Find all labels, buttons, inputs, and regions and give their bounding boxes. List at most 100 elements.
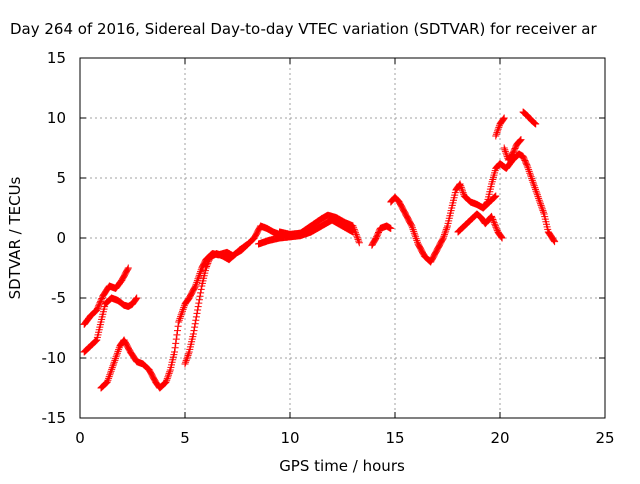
data-point — [243, 241, 251, 249]
data-point — [197, 266, 205, 274]
data-point — [439, 234, 447, 242]
data-point — [524, 164, 532, 172]
data-point — [204, 259, 212, 267]
data-point — [177, 313, 185, 321]
data-point — [244, 240, 252, 248]
data-point — [112, 355, 119, 363]
data-point — [353, 234, 361, 242]
data-point — [528, 176, 536, 184]
data-point — [175, 316, 183, 324]
y-tick-label: 5 — [56, 169, 66, 187]
data-point — [527, 173, 535, 181]
data-point — [106, 371, 114, 379]
data-point — [109, 362, 117, 370]
data-point — [517, 136, 525, 144]
x-tick-label: 10 — [280, 429, 299, 447]
data-point — [500, 114, 508, 122]
data-point — [193, 278, 201, 286]
data-point — [408, 224, 416, 232]
data-point — [111, 356, 119, 364]
data-point — [204, 258, 212, 266]
data-point — [527, 171, 534, 179]
data-point — [173, 331, 181, 339]
data-point — [523, 161, 531, 169]
data-point — [532, 185, 539, 193]
data-point — [414, 238, 421, 246]
data-point — [202, 264, 210, 272]
data-point — [538, 203, 546, 211]
data-point — [162, 378, 170, 386]
data-point — [105, 374, 113, 382]
data-point — [494, 125, 502, 133]
y-axis-label: SDTVAR / TECUs — [6, 176, 24, 299]
data-point — [458, 185, 466, 193]
data-point — [352, 230, 360, 238]
data-point — [457, 183, 465, 191]
data-point — [191, 323, 199, 331]
y-tick-label: -5 — [51, 289, 66, 307]
data-point — [183, 355, 191, 363]
data-point — [499, 116, 507, 124]
data-point — [97, 297, 105, 305]
data-point — [532, 120, 540, 128]
data-point — [105, 373, 113, 381]
data-point — [482, 200, 490, 208]
data-point — [192, 316, 200, 324]
data-point — [494, 127, 502, 135]
data-point — [516, 137, 524, 145]
data-point — [94, 303, 102, 311]
data-point — [408, 222, 416, 230]
data-point — [489, 216, 497, 223]
data-point — [442, 227, 450, 235]
data-point — [350, 224, 358, 232]
axis-ticks — [79, 57, 606, 419]
data-point — [532, 187, 540, 195]
data-point — [491, 193, 498, 201]
data-point — [488, 212, 496, 220]
data-point — [124, 265, 132, 273]
data-point — [192, 313, 200, 321]
data-point — [533, 191, 541, 199]
data-point — [183, 353, 191, 361]
x-tick-label: 20 — [490, 429, 509, 447]
data-point — [181, 360, 189, 368]
data-point — [243, 241, 251, 249]
data-point — [525, 166, 533, 174]
data-point — [124, 264, 132, 272]
y-tick-label: 0 — [56, 229, 66, 247]
data-point — [539, 207, 547, 215]
data-point — [537, 200, 544, 208]
data-point — [93, 306, 101, 314]
data-point — [459, 189, 467, 197]
data-point — [501, 147, 509, 155]
data-point — [493, 225, 501, 233]
y-tick-label: -10 — [42, 349, 67, 367]
data-point — [179, 305, 187, 313]
data-point — [174, 327, 181, 335]
data-point — [166, 368, 174, 376]
data-point — [178, 309, 186, 317]
data-points — [80, 108, 559, 392]
data-point — [442, 225, 450, 233]
data-point — [439, 235, 447, 243]
data-point — [354, 235, 362, 243]
data-point — [194, 306, 202, 314]
data-point — [107, 369, 114, 377]
data-point — [115, 346, 123, 354]
data-point — [165, 371, 172, 379]
data-point — [412, 233, 420, 241]
data-point — [535, 194, 543, 202]
y-tick-label: 15 — [47, 49, 66, 67]
data-point — [182, 357, 190, 365]
data-point — [488, 214, 496, 222]
data-point — [492, 192, 500, 200]
data-point — [195, 273, 203, 281]
data-point — [113, 351, 121, 359]
data-point — [529, 178, 537, 186]
data-point — [165, 369, 173, 377]
data-point — [195, 296, 203, 304]
data-point — [492, 130, 500, 138]
data-point — [492, 223, 500, 231]
data-point — [114, 347, 122, 355]
data-point — [97, 296, 105, 304]
